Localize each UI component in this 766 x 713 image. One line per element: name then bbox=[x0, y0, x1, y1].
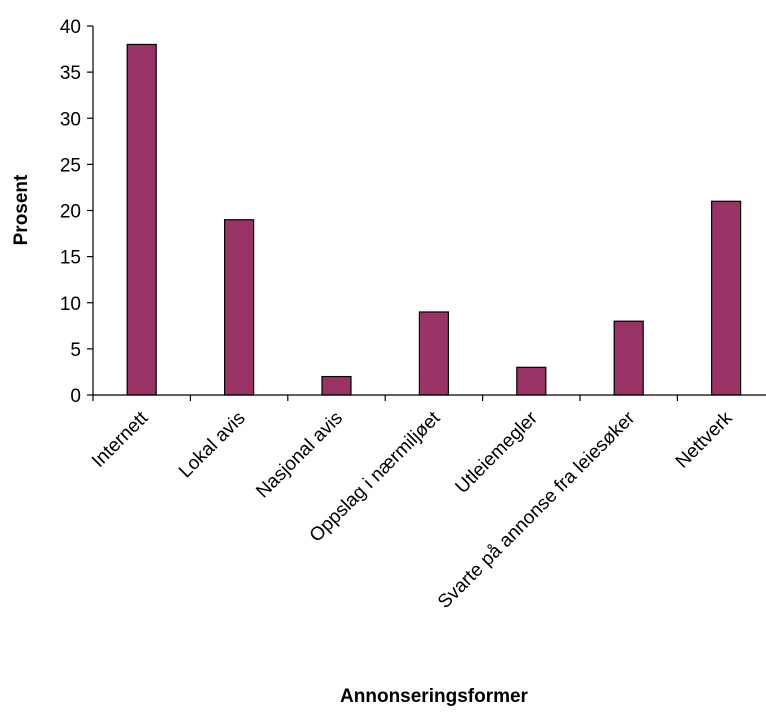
bar-6 bbox=[710, 200, 742, 396]
y-tick-label: 0 bbox=[70, 386, 81, 407]
bar-2 bbox=[321, 375, 352, 396]
y-tick-label: 5 bbox=[70, 340, 81, 361]
y-tick-label: 15 bbox=[60, 248, 81, 269]
x-tick-label: Nasjonal avis bbox=[252, 408, 347, 503]
y-tick-label: 30 bbox=[60, 109, 81, 130]
bars bbox=[126, 43, 742, 396]
bar-5 bbox=[613, 320, 644, 396]
x-tick-label: Svarte på annonse fra leiesøker bbox=[434, 407, 640, 613]
x-tick-label: Nettverk bbox=[672, 407, 737, 472]
bar-0 bbox=[126, 43, 157, 396]
bar-4 bbox=[516, 366, 547, 396]
y-tick-label: 35 bbox=[60, 63, 81, 84]
bar-3 bbox=[418, 311, 449, 396]
bar-1 bbox=[224, 219, 255, 396]
y-axis-tick-labels: 0 5 10 15 20 25 30 35 40 bbox=[60, 17, 81, 407]
y-tick-label: 40 bbox=[60, 17, 81, 38]
y-tick-label: 25 bbox=[60, 155, 81, 176]
x-tick-label: Lokal avis bbox=[175, 408, 250, 483]
y-axis-ticks bbox=[87, 25, 93, 396]
y-tick-label: 10 bbox=[60, 294, 81, 315]
x-axis-ticks bbox=[92, 395, 679, 401]
x-axis-tick-labels: Internett Lokal avis Nasjonal avisOppslag … bbox=[88, 407, 737, 613]
x-tick-label: Internett bbox=[88, 407, 153, 472]
x-tick-label: Utleiemegler bbox=[452, 407, 543, 498]
x-axis-title: Annonseringsformer bbox=[340, 686, 529, 707]
y-tick-label: 20 bbox=[60, 202, 81, 223]
y-axis-title: Prosent bbox=[11, 174, 32, 245]
